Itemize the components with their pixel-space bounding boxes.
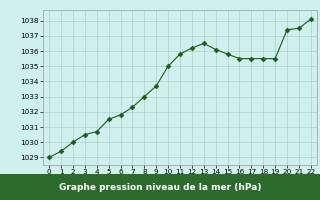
Text: Graphe pression niveau de la mer (hPa): Graphe pression niveau de la mer (hPa): [59, 182, 261, 192]
